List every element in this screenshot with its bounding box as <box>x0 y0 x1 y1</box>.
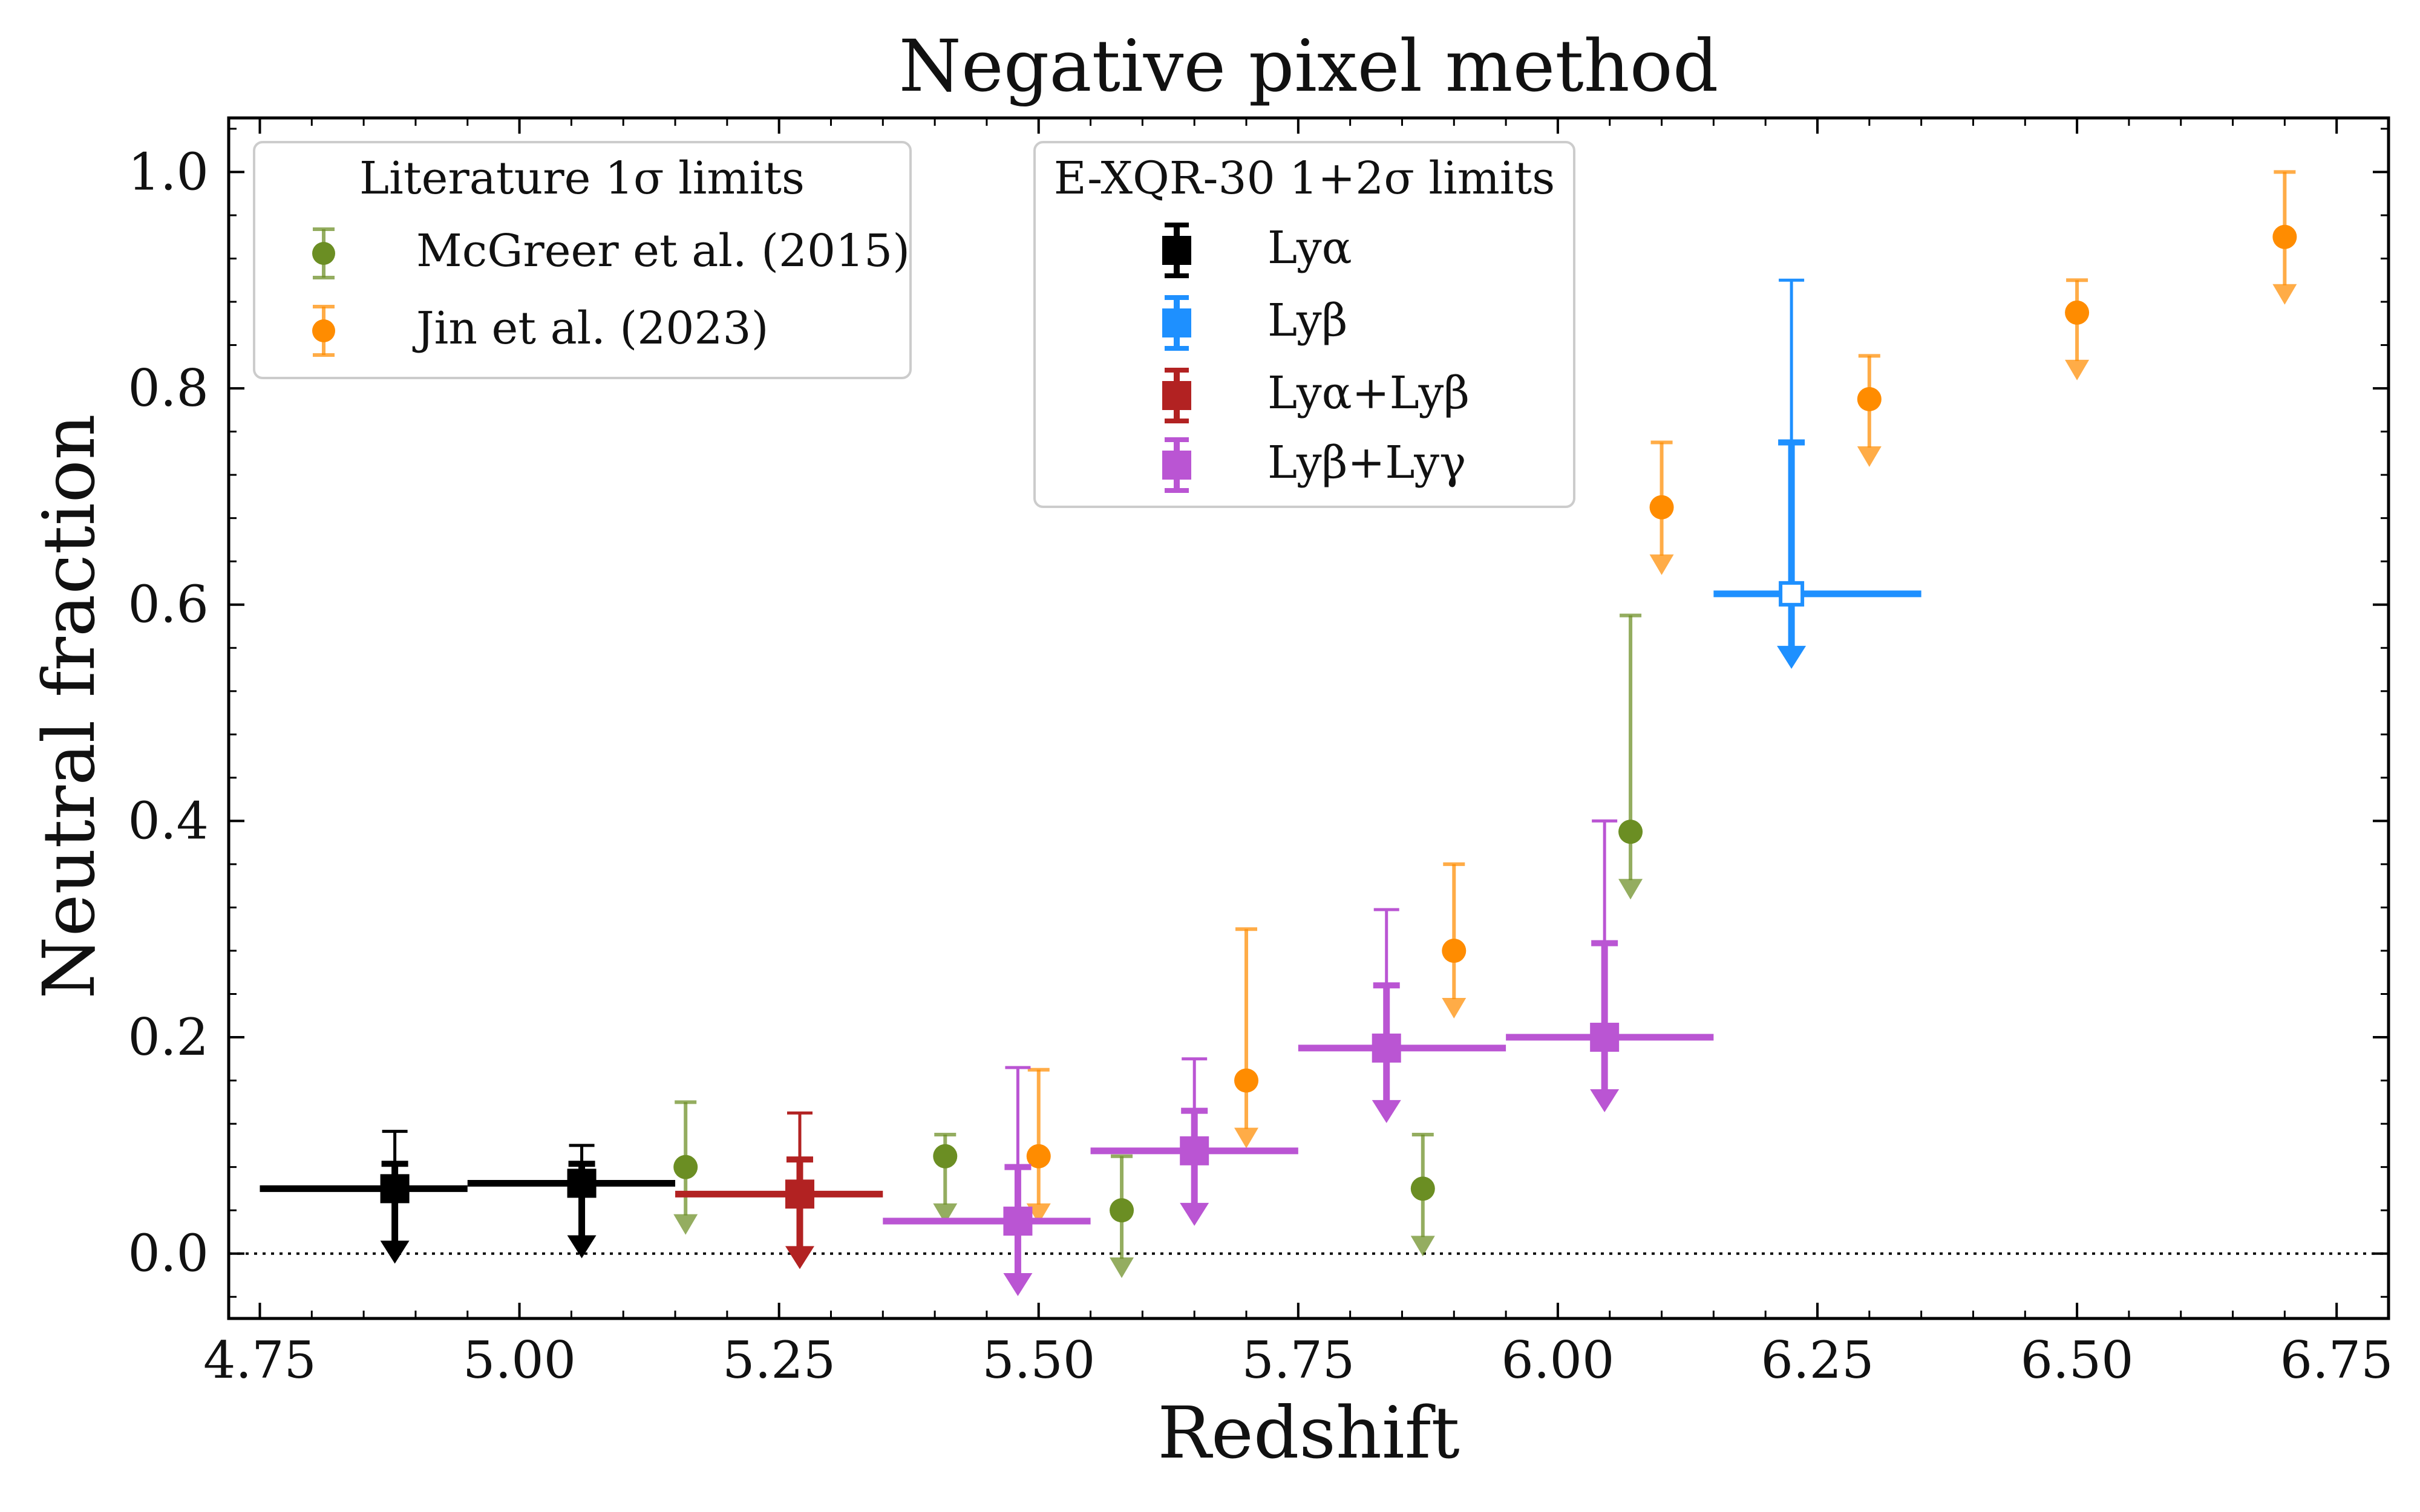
series-ly-ly- <box>883 819 1714 1297</box>
upper-limit-arrow <box>380 1240 410 1264</box>
y-tick-label: 0.6 <box>128 575 209 634</box>
x-tick-label: 6.75 <box>2280 1331 2393 1390</box>
legend-exqr30-box <box>1033 141 1575 508</box>
legend-marker <box>1162 381 1191 410</box>
data-point <box>1857 386 1882 411</box>
legend-label-mcgreer: McGreer et al. (2015) <box>416 225 910 277</box>
data-point <box>567 1168 597 1198</box>
data-point <box>1618 820 1643 844</box>
y-tick-label: 0.2 <box>128 1008 209 1067</box>
x-tick-label: 5.75 <box>1241 1331 1355 1390</box>
legend-marker-jin <box>312 305 335 357</box>
legend-marker <box>1162 308 1191 337</box>
x-tick-label: 4.75 <box>203 1331 316 1390</box>
upper-limit-arrow <box>1372 1100 1401 1123</box>
legend-marker <box>1162 451 1191 480</box>
data-point <box>1110 1198 1134 1223</box>
upper-limit-arrow <box>2272 284 2297 305</box>
data-point <box>1410 1176 1435 1201</box>
upper-limit-arrow <box>1026 1203 1051 1224</box>
legend-label-lya: Lyα <box>1267 222 1352 274</box>
legend-label-lyb-lyg: Lyβ+Lyγ <box>1267 437 1466 489</box>
upper-limit-arrow <box>673 1214 698 1235</box>
series-ly-ly- <box>675 1111 883 1269</box>
legend-marker-lya <box>1162 223 1191 278</box>
data-point <box>2065 300 2090 325</box>
upper-limit-arrow <box>1410 1236 1435 1257</box>
data-point <box>1779 581 1805 607</box>
data-point <box>1003 1207 1033 1236</box>
x-tick-label: 5.00 <box>463 1331 576 1390</box>
data-point <box>1180 1136 1209 1165</box>
y-tick-label: 1.0 <box>128 142 209 201</box>
legend-marker-mcgreer <box>312 227 335 279</box>
upper-limit-arrow <box>1442 997 1467 1018</box>
upper-limit-arrow <box>1777 645 1807 669</box>
legend-label-lya-lyb: Lyα+Lyβ <box>1267 367 1470 419</box>
upper-limit-arrow <box>1110 1257 1134 1279</box>
x-tick-label: 6.25 <box>1761 1331 1874 1390</box>
data-point <box>1442 938 1467 963</box>
upper-limit-arrow <box>785 1246 814 1269</box>
y-tick-label: 0.8 <box>128 359 209 418</box>
data-point <box>785 1179 814 1209</box>
y-tick-label: 0.0 <box>128 1224 209 1283</box>
legend-label-lyb: Lyβ <box>1267 295 1347 347</box>
upper-limit-arrow <box>567 1235 597 1259</box>
upper-limit-arrow <box>1857 446 1882 467</box>
series-ly- <box>260 1130 676 1264</box>
legend-exqr30-title: E-XQR-30 1+2σ limits <box>1054 152 1555 204</box>
upper-limit-arrow <box>1590 1089 1620 1113</box>
x-tick-label: 6.00 <box>1501 1331 1614 1390</box>
upper-limit-arrow <box>933 1203 958 1224</box>
x-axis-label: Redshift <box>1157 1391 1460 1475</box>
x-tick-label: 5.25 <box>722 1331 836 1390</box>
data-point <box>1372 1033 1401 1063</box>
upper-limit-arrow <box>1003 1273 1033 1297</box>
plot-frame <box>227 116 2390 1320</box>
x-tick-label: 5.50 <box>982 1331 1095 1390</box>
legend-marker-lyb <box>1162 295 1191 351</box>
data-point <box>2272 224 2297 249</box>
data-point <box>673 1155 698 1179</box>
legend-exqr30: E-XQR-30 1+2σ limits Lyα Lyβ Lyα+Lyβ Lyβ… <box>1033 141 1575 508</box>
upper-limit-arrow <box>1234 1127 1259 1149</box>
upper-limit-arrow <box>1180 1202 1209 1226</box>
y-tick-label: 0.4 <box>128 791 209 850</box>
upper-limit-arrow <box>1618 879 1643 900</box>
series-jin-et-al-2023- <box>1026 170 2297 1224</box>
legend-marker-lyb-lyg <box>1162 437 1191 493</box>
y-axis-label: Neutral fraction <box>27 414 111 999</box>
upper-limit-arrow <box>2065 359 2090 380</box>
legend-literature-box <box>253 141 912 379</box>
data-point <box>1026 1144 1051 1168</box>
x-tick-label: 6.50 <box>2021 1331 2134 1390</box>
data-layer <box>260 170 2297 1297</box>
legend-marker <box>1162 236 1191 265</box>
legend-literature-title: Literature 1σ limits <box>359 152 805 204</box>
data-point <box>1590 1023 1620 1052</box>
ticks-layer: 4.75 5.00 5.25 5.50 5.75 6.00 6.25 6.50 6.75 0.0 0… <box>128 118 2393 1390</box>
chart-title: Negative pixel method <box>899 24 1719 108</box>
upper-limit-arrow <box>1649 554 1674 575</box>
legend-marker <box>312 242 335 265</box>
data-point <box>380 1174 410 1204</box>
legend-marker <box>312 319 335 342</box>
legend-label-jin: Jin et al. (2023) <box>412 302 768 354</box>
data-point <box>1234 1068 1259 1093</box>
legend-literature: Literature 1σ limits McGreer et al. (201… <box>253 141 912 379</box>
legend-marker-lya-lyb <box>1162 368 1191 423</box>
series-ly- <box>1713 278 1921 669</box>
data-point <box>933 1144 958 1168</box>
data-point <box>1649 495 1674 520</box>
series-mcgreer-et-al-2015- <box>673 613 1643 1279</box>
